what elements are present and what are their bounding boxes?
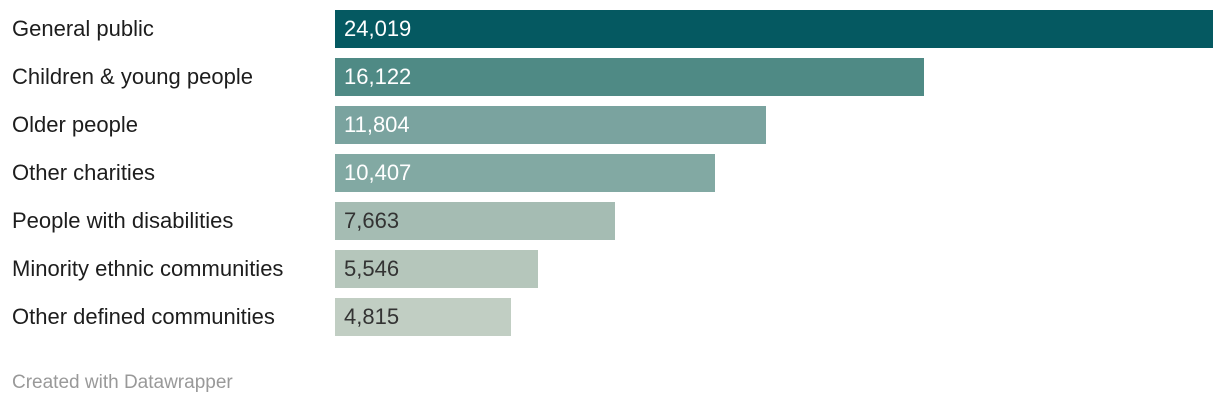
bar-chart: General public 24,019 Children & young peo…: [0, 10, 1220, 394]
bar-chart-rows: General public 24,019 Children & young peo…: [0, 10, 1220, 336]
bar[interactable]: 11,804: [335, 106, 767, 144]
category-label: Older people: [12, 112, 138, 137]
category-label: People with disabilities: [12, 208, 234, 233]
bar-track: 5,546: [335, 250, 1213, 288]
bar-track: 11,804: [335, 106, 1213, 144]
bar[interactable]: 7,663: [335, 202, 616, 240]
bar-value-label: 4,815: [344, 304, 400, 329]
bar-value-label: 16,122: [344, 64, 412, 89]
bar-value-label: 5,546: [344, 256, 400, 281]
category-label: Other charities: [12, 160, 156, 185]
chart-row: Other defined communities 4,815: [0, 298, 1220, 336]
chart-row: General public 24,019: [0, 10, 1220, 48]
bar-track: 16,122: [335, 58, 1213, 96]
bar-value-label: 10,407: [344, 160, 412, 185]
bar[interactable]: 10,407: [335, 154, 716, 192]
category-label: General public: [12, 16, 154, 41]
chart-row: Other charities 10,407: [0, 154, 1220, 192]
chart-row: Older people 11,804: [0, 106, 1220, 144]
bar-value-label: 24,019: [344, 16, 412, 41]
bar-track: 4,815: [335, 298, 1213, 336]
datawrapper-credit-link[interactable]: Created with Datawrapper: [12, 372, 233, 393]
bar[interactable]: 16,122: [335, 58, 925, 96]
category-label: Children & young people: [12, 64, 253, 89]
category-label: Other defined communities: [12, 304, 275, 329]
bar-track: 10,407: [335, 154, 1213, 192]
bar-track: 24,019: [335, 10, 1213, 48]
bar-value-label: 7,663: [344, 208, 400, 233]
chart-row: People with disabilities 7,663: [0, 202, 1220, 240]
chart-footer: Created with Datawrapper: [0, 372, 1220, 394]
bar[interactable]: 24,019: [335, 10, 1213, 48]
bar-track: 7,663: [335, 202, 1213, 240]
chart-row: Minority ethnic communities 5,546: [0, 250, 1220, 288]
category-label: Minority ethnic communities: [12, 256, 284, 281]
bar-value-label: 11,804: [344, 112, 410, 137]
bar[interactable]: 4,815: [335, 298, 511, 336]
chart-row: Children & young people 16,122: [0, 58, 1220, 96]
bar[interactable]: 5,546: [335, 250, 538, 288]
